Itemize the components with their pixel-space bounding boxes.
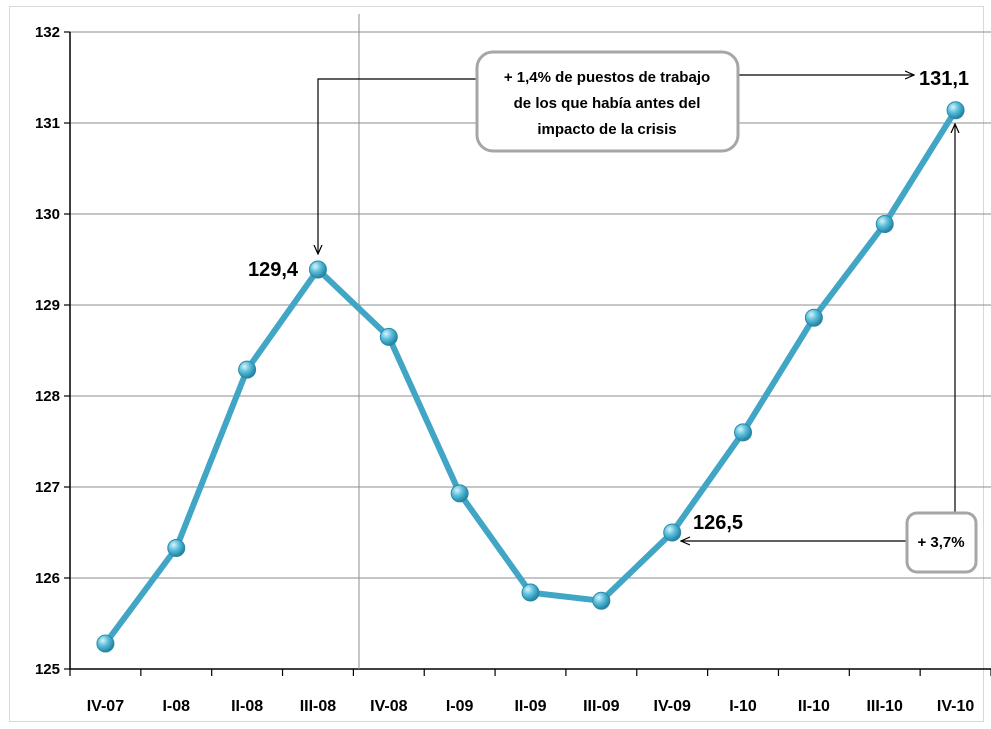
x-tick-label: IV-10 [937, 698, 974, 715]
data-point [238, 360, 257, 379]
data-point [96, 634, 115, 653]
data-point [450, 484, 469, 503]
callout-top-line-3: impacto de la crisis [537, 121, 676, 138]
data-point [946, 101, 965, 120]
data-point [379, 327, 398, 346]
x-tick-label: III-08 [300, 698, 337, 715]
x-tick-label: I-08 [162, 698, 190, 715]
y-tick-label: 125 [35, 661, 60, 678]
x-tick-group: IV-07 I-08 II-08 III-08 IV-08 I-09 II-09 III-09… [69, 669, 991, 715]
annotations: + 1,4% de puestos de trabajo de los que … [248, 50, 978, 574]
data-point [592, 591, 611, 610]
y-tick-label: 126 [35, 570, 60, 587]
x-tick-label: III-09 [583, 698, 620, 715]
x-tick-label: I-09 [446, 698, 474, 715]
axes [69, 14, 991, 670]
data-point [734, 423, 753, 442]
callout-top-line-2: de los que había antes del [514, 95, 701, 112]
y-tick-group: 125 126 127 128 129 130 131 132 [35, 24, 70, 678]
x-tick-label: II-08 [231, 698, 263, 715]
y-tick-label: 127 [35, 479, 60, 496]
callout-right-text: + 3,7% [917, 534, 964, 551]
y-tick-label: 131 [35, 115, 60, 132]
x-tick-label: IV-09 [654, 698, 691, 715]
callout-top-line-1: + 1,4% de puestos de trabajo [504, 69, 710, 86]
end-label: 131,1 [919, 68, 969, 90]
x-tick-label: I-10 [729, 698, 757, 715]
y-tick-label: 130 [35, 206, 60, 223]
peak-arrow [318, 78, 478, 254]
x-tick-label: IV-08 [370, 698, 407, 715]
data-point [663, 523, 682, 542]
x-tick-label: III-10 [866, 698, 903, 715]
marker-group [96, 101, 965, 653]
data-point [167, 538, 186, 557]
peak-label: 129,4 [248, 259, 299, 281]
trough-label: 126,5 [693, 512, 743, 534]
x-tick-label: II-09 [514, 698, 546, 715]
x-tick-label: II-10 [798, 698, 830, 715]
x-tick-label: IV-07 [87, 698, 124, 715]
series-line [102, 107, 959, 647]
y-tick-label: 132 [35, 24, 60, 41]
y-tick-label: 128 [35, 388, 60, 405]
data-point [521, 583, 540, 602]
callout-right-box [905, 511, 978, 574]
series-group [102, 107, 959, 647]
y-tick-label: 129 [35, 297, 60, 314]
data-point [308, 260, 327, 279]
callout-top-box [475, 50, 740, 153]
data-point [875, 215, 894, 234]
data-point [804, 308, 823, 327]
